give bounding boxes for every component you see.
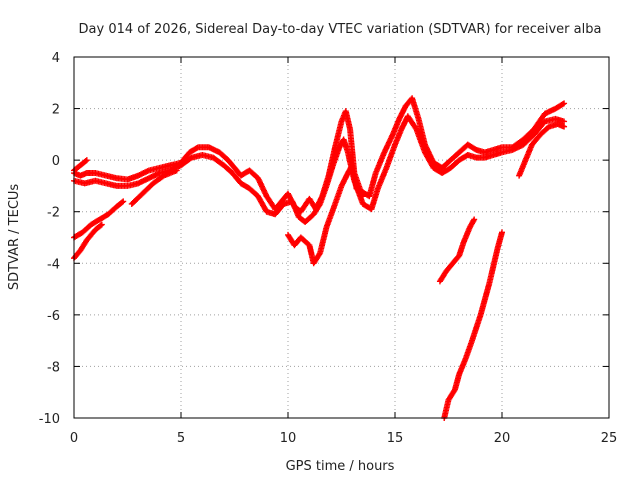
data-point — [97, 222, 104, 229]
grid-layer — [74, 57, 609, 418]
data-layer — [71, 95, 568, 421]
data-point — [173, 167, 180, 174]
series-arc-dip — [285, 162, 366, 267]
plot-frame — [73, 56, 610, 419]
data-point — [119, 199, 126, 206]
series-arc-right-low-1 — [436, 216, 478, 285]
x-tick-label: 25 — [601, 431, 618, 446]
y-axis-label: SDTVAR / TECUs — [7, 184, 22, 291]
series-arc-mid-rise — [128, 167, 180, 207]
data-point — [470, 217, 477, 224]
data-point — [561, 123, 568, 130]
x-axis-label: GPS time / hours — [286, 459, 395, 474]
x-tick-label: 20 — [494, 431, 511, 446]
y-tick-label: 2 — [52, 103, 60, 118]
data-point — [499, 229, 505, 236]
y-tick-label: -6 — [47, 309, 60, 324]
y-tick-label: 0 — [52, 154, 60, 169]
data-point — [193, 144, 200, 151]
chart-title: Day 014 of 2026, Sidereal Day-to-day VTE… — [79, 22, 602, 37]
axis-layer: 0 5 10 15 20 25 -10 -8 -6 -4 -2 0 2 4 — [39, 51, 618, 446]
data-point — [561, 100, 568, 107]
data-point — [83, 157, 90, 164]
x-tick-label: 10 — [280, 431, 297, 446]
data-point — [316, 251, 323, 258]
data-point — [471, 216, 478, 223]
y-tick-label: -10 — [39, 412, 60, 427]
data-point — [358, 192, 365, 199]
y-tick-label: 4 — [52, 51, 60, 66]
x-tick-label: 0 — [70, 431, 78, 446]
series-arc-main-b — [71, 113, 568, 226]
series-arc-left-low-2 — [71, 198, 127, 241]
series-arc-right-low-2 — [441, 229, 505, 421]
data-point — [98, 221, 105, 228]
data-point — [359, 193, 366, 200]
series-arc-left-low-1 — [71, 221, 105, 262]
y-tick-label: -4 — [47, 257, 60, 272]
series-arc-left-rise — [71, 157, 90, 174]
data-point — [559, 101, 566, 108]
data-point — [187, 155, 194, 162]
x-tick-label: 15 — [387, 431, 404, 446]
data-point — [82, 158, 89, 165]
series-arc-right-rise — [516, 121, 568, 179]
data-point — [120, 198, 127, 205]
x-tick-label: 5 — [177, 431, 185, 446]
data-point — [561, 118, 568, 125]
y-tick-label: -2 — [47, 206, 60, 221]
y-tick-label: -8 — [47, 360, 60, 375]
